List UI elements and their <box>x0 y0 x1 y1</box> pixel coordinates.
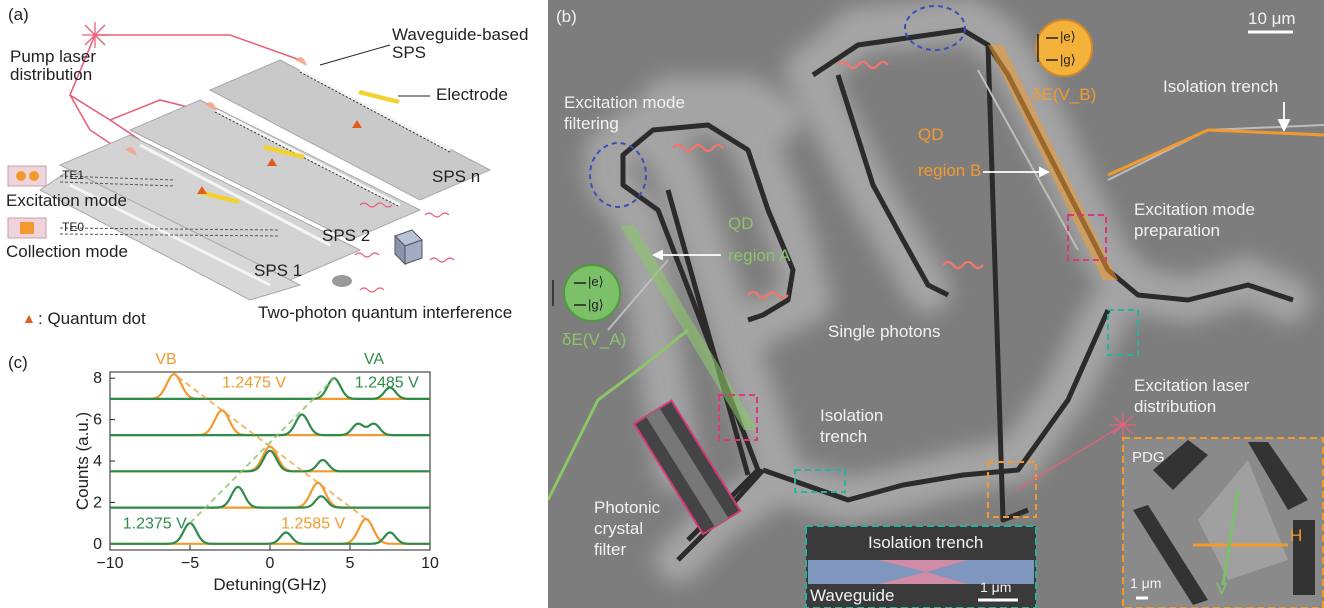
x-tick-label: 10 <box>421 555 439 572</box>
y-tick-label: 0 <box>93 536 102 553</box>
filtering-circle-top <box>904 5 966 51</box>
qd-legend-label: : Quantum dot <box>38 309 146 328</box>
delta-eb-label: δE(V_B) <box>1032 85 1097 104</box>
sem-image <box>548 0 1324 608</box>
pump-laser-star-icon <box>82 22 108 48</box>
green-trench-path <box>548 328 689 501</box>
y-tick-label: 8 <box>93 370 102 387</box>
annotation-2: 1.2485 V <box>355 375 419 392</box>
level-e-a: |e⟩ <box>588 274 604 289</box>
pdg-scale-label: 1 μm <box>1130 575 1162 591</box>
panel-a-schematic <box>7 22 492 301</box>
x-tick-label: 5 <box>346 555 355 572</box>
sps-n-label: SPS n <box>432 167 481 186</box>
panel-a-tag: (a) <box>8 5 29 24</box>
detuning-chart: −10 −5 0 5 10 0 2 4 6 8 Detuning(GHz) Counts (a.u.)… <box>73 351 439 594</box>
isolation-trench-mid-label: Isolation trench <box>820 406 884 446</box>
electrode-strips <box>198 90 400 204</box>
sps-2-label: SPS 2 <box>322 226 371 245</box>
level-e-b: |e⟩ <box>1060 29 1076 44</box>
trace-orange-1 <box>110 481 430 509</box>
electrode-label: Electrode <box>436 85 508 104</box>
orange-trench-path <box>1107 128 1324 177</box>
qd-a-label-2: region A <box>728 246 791 265</box>
excitation-filtering-label: Excitation mode filtering <box>564 93 685 133</box>
inset-waveguide-label: Waveguide <box>810 586 895 605</box>
y-tick-label: 2 <box>93 494 102 511</box>
scale-bar-label: 10 μm <box>1248 9 1296 28</box>
photonic-crystal-inset <box>632 399 742 536</box>
qd-b-label: QD <box>918 125 944 144</box>
single-photons-label: Single photons <box>828 322 941 341</box>
trace-green-3 <box>110 413 430 437</box>
panel-c-tag: (c) <box>8 353 28 372</box>
annotation-3: 1.2375 V <box>123 515 187 532</box>
green-guide-line <box>189 377 335 524</box>
qd-a-label: QD <box>728 214 754 233</box>
collection-mode-label: Collection mode <box>6 242 128 261</box>
x-tick-label: −5 <box>181 555 199 572</box>
waveguide-sps-label: Waveguide-based SPS <box>392 25 529 62</box>
level-g-a: |g⟩ <box>588 297 604 312</box>
te1-mode-box <box>7 165 47 187</box>
annotation-4: 1.2585 V <box>281 515 345 532</box>
sps-1-label: SPS 1 <box>254 261 303 280</box>
isolation-trench-top-label: Isolation trench <box>1163 77 1279 96</box>
excitation-prep-label: Excitation mode preparation <box>1134 200 1255 240</box>
y-tick-label: 4 <box>93 453 102 470</box>
delta-ea-label: δE(V_A) <box>562 330 627 349</box>
inset-trench-title: Isolation trench <box>868 533 984 552</box>
trace-green-2 <box>110 449 430 473</box>
annotation-1: 1.2475 V <box>222 375 286 392</box>
qd-legend-symbol: ▲ <box>22 310 36 326</box>
qd-region-b-highlight <box>988 45 1118 280</box>
pdg-inset <box>1122 437 1324 608</box>
orange-guide-line <box>173 373 367 520</box>
pdg-v-label: V <box>1216 579 1228 598</box>
tpqi-label: Two-photon quantum interference <box>258 303 513 322</box>
pump-laser-label: Pump laser distribution <box>10 47 96 84</box>
qd-b-label-2: region B <box>918 161 982 180</box>
x-tick-label: −10 <box>96 555 123 572</box>
x-axis-label: Detuning(GHz) <box>213 575 326 594</box>
panel-b-sem: (b) 10 μm Excitation mode filtering QD r… <box>548 0 1324 608</box>
qd-region-a-highlight <box>620 225 758 430</box>
level-g-b: |g⟩ <box>1060 52 1076 67</box>
te0-label: TE0 <box>62 220 85 234</box>
beam-splitter-cube-icon <box>394 229 423 266</box>
quantum-dot-markers <box>197 120 362 194</box>
legend-va: VA <box>364 351 384 368</box>
inset-scale-label: 1 μm <box>980 579 1012 595</box>
x-tick-label: 0 <box>266 555 275 572</box>
level-circle-b <box>1035 19 1093 77</box>
y-axis-label: Counts (a.u.) <box>73 412 92 510</box>
panel-a: (a) <box>0 0 545 340</box>
panel-b-tag: (b) <box>556 7 577 26</box>
y-tick-label: 6 <box>93 412 102 429</box>
excitation-laser-label: Excitation laser distribution <box>1134 376 1250 416</box>
trace-green-0 <box>110 521 430 545</box>
level-circle-a <box>552 264 621 322</box>
te0-mode-box <box>7 217 47 239</box>
pdg-title: PDG <box>1132 449 1165 466</box>
trench-inset <box>805 525 1037 608</box>
waveguide-paths <box>620 27 1294 562</box>
photonic-crystal-label: Photonic crystal filter <box>594 498 661 559</box>
laser-beam <box>1015 412 1136 491</box>
panel-c: (c) −10 −5 0 5 10 0 2 4 6 8 Detuning(GHz) Counts (a… <box>0 340 545 608</box>
filtering-circle-left <box>589 142 647 208</box>
trace-green-4 <box>110 377 430 401</box>
trace-green-1 <box>110 485 430 509</box>
te1-label: TE1 <box>62 168 85 182</box>
excitation-mode-label: Excitation mode <box>6 191 127 210</box>
pdg-h-label: H <box>1290 526 1303 545</box>
legend-vb: VB <box>155 351 176 368</box>
detector-disk-icon <box>332 275 352 287</box>
